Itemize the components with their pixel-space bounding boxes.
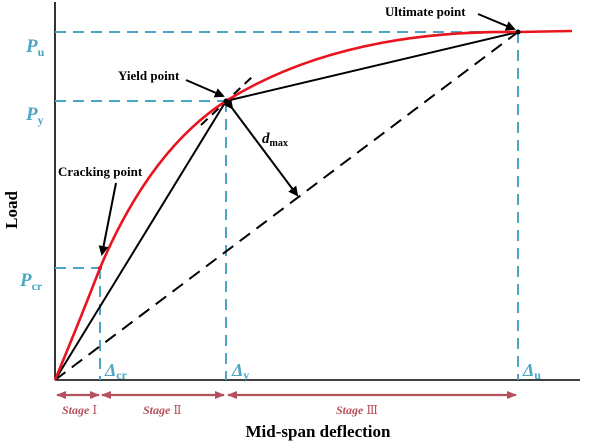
pu-label: Pu	[25, 36, 45, 59]
cracking-point-marker	[98, 266, 102, 270]
dcr-label: Δcr	[104, 360, 128, 382]
ultimate-point-marker	[515, 29, 521, 35]
stage-3-label: Stage Ⅲ	[336, 403, 378, 417]
dmax-arrow	[223, 98, 299, 197]
cracking-pointer-arrow	[98, 182, 117, 256]
du-label: Δu	[522, 360, 541, 382]
stage-2-label: Stage Ⅱ	[143, 403, 182, 417]
hardening-line	[225, 31, 519, 102]
dmax-label: dmax	[262, 131, 288, 149]
secant-dashed-line	[54, 31, 519, 381]
pcr-label: Pcr	[19, 270, 43, 293]
ultimate-point-label: Ultimate point	[385, 4, 466, 19]
yield-point-marker	[223, 98, 229, 104]
x-axis-title: Mid-span deflection	[246, 422, 392, 441]
yield-point-label: Yield point	[118, 68, 180, 83]
cracking-point-label: Cracking point	[58, 164, 143, 179]
y-axis-title: Load	[2, 191, 21, 229]
load-deflection-curve	[53, 29, 573, 381]
ultimate-pointer-arrow	[477, 13, 516, 31]
stage-1-label: Stage Ⅰ	[62, 403, 97, 417]
py-label: Py	[25, 104, 44, 127]
yield-pointer-arrow	[185, 79, 225, 98]
elastic-line	[54, 100, 227, 381]
dy-label: Δy	[231, 360, 249, 382]
